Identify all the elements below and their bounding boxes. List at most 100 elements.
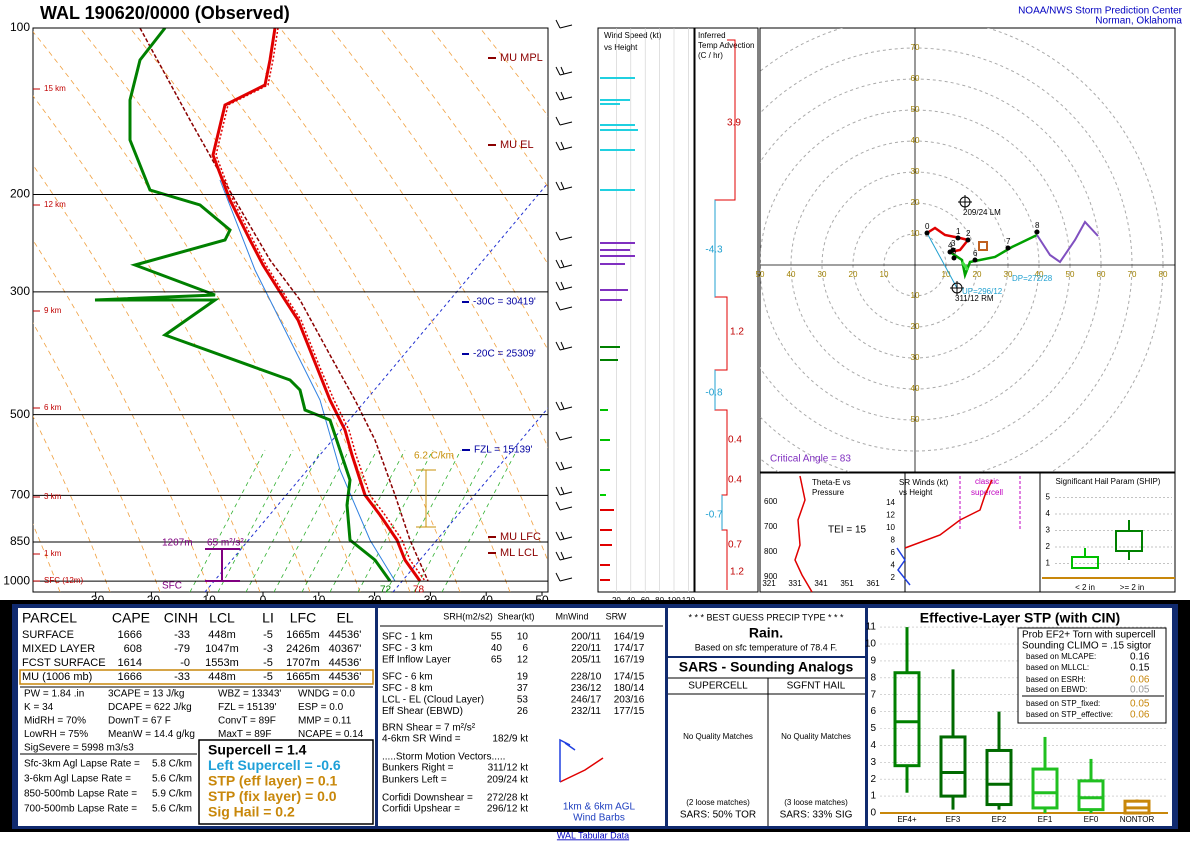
rule [555,66,561,76]
up-label: UP=296/12 [962,287,1003,296]
point-label: 4 [948,241,953,250]
label: Based on sfc temperature of 78.4 F. [695,642,838,652]
label: 361 [866,579,880,588]
label: Inferred [698,31,726,40]
label: 600 [764,497,778,506]
mean-wind [978,241,988,251]
mixing-ratio [385,449,462,592]
temp-label: 50 [535,593,549,607]
label: 5.9 C/km [152,789,192,800]
label: SFC [162,581,182,592]
ring-label: 30 [1004,270,1013,279]
y-tick-label: 6 [870,706,876,717]
org: NOAA/NWS Storm Prediction Center [1018,6,1183,17]
label: 4 [1046,509,1051,518]
index: DCAPE = 622 J/kg [108,702,192,713]
temp-label: 30 [424,593,438,607]
y-tick-label: 3 [870,757,876,768]
level-label: MU LFC [500,531,541,543]
rule [559,286,573,291]
rule [560,401,565,410]
rule [559,406,573,411]
cell: 1707m [286,657,320,669]
tabular-link[interactable]: WAL Tabular Data [557,830,629,840]
dry-adiabat [379,28,548,266]
label: 0.06 [1130,675,1150,686]
x-tick-label: EF4+ [897,815,917,824]
rule [560,551,565,560]
ring-label: 20 [849,270,858,279]
cell: 608 [124,643,142,655]
cell: 448m [208,629,236,641]
label: Pressure [812,488,845,497]
cell: 448m [208,671,236,683]
dewpoint-trace [94,28,392,582]
cell: 44536' [329,629,362,641]
ring-label: 50 [756,270,765,279]
cell: MIXED LAYER [22,643,95,655]
rule [560,281,565,290]
height-label: 15 km [44,84,66,93]
label: Rain. [749,625,783,641]
box [1077,779,1105,812]
advection-label: 3.9 [727,118,741,129]
composite: STP (fix layer) = 0.0 [208,788,337,804]
rule [560,141,565,150]
label: 200/11 [571,632,601,643]
label: 55 [491,632,503,643]
pressure-label: 500 [10,407,30,421]
label: Significant Hail Param (SHIP) [1056,477,1161,486]
label: < 2 in [1075,583,1095,592]
label: vs Height [899,488,933,497]
ring-label: 10 [942,270,951,279]
label: based on MLLCL: [1026,663,1089,672]
header: SRW [606,611,627,621]
label: 4 [891,561,896,570]
label: 5.6 C/km [152,774,192,785]
composite: Sig Hail = 0.2 [208,804,295,820]
label: 14 [886,498,895,507]
index: MeanW = 14.4 g/kg [108,729,195,740]
header: CINH [164,610,198,626]
rule [560,181,565,190]
dry-adiabat [33,164,261,592]
ring-label: 50 [1066,270,1075,279]
advection-label: 1.2 [730,327,744,338]
rule [560,461,565,470]
ring-label: 40 [1035,270,1044,279]
rule [559,96,573,101]
label: SARS - Sounding Analogs [679,659,854,675]
label: 800 [764,547,778,556]
label: 5 [1046,493,1051,502]
label: 8 [891,536,896,545]
tick-label: 120 [682,596,696,605]
label: 10 [517,632,529,643]
y-tick-label: 8 [870,672,876,683]
label: 321 [762,579,776,588]
mixing-ratio [273,449,350,592]
rule [559,306,573,311]
rule [559,536,573,541]
label: 5.6 C/km [152,804,192,815]
dry-adiabat [179,28,511,592]
label: 296/12 kt [487,804,528,815]
header: LI [262,610,274,626]
dry-adiabat [129,28,461,592]
label: Theta-E vs [812,478,851,487]
label: -30C = 30419' [473,297,536,308]
label: supercell [971,488,1003,497]
hodo-point [951,255,957,261]
header: Shear(kt) [497,611,534,621]
label: SFC - 3 km [382,643,433,654]
hodo-seg [960,261,970,271]
sr-trace [896,547,911,586]
cell: 1665m [286,671,320,683]
header: LFC [290,610,316,626]
sr-trace [904,479,993,549]
x-tick-label: EF3 [946,815,961,824]
height-label: 3 km [44,492,62,501]
y-tick-label: 4 [870,740,876,751]
rule [555,486,561,496]
label: 177/15 [614,706,645,717]
